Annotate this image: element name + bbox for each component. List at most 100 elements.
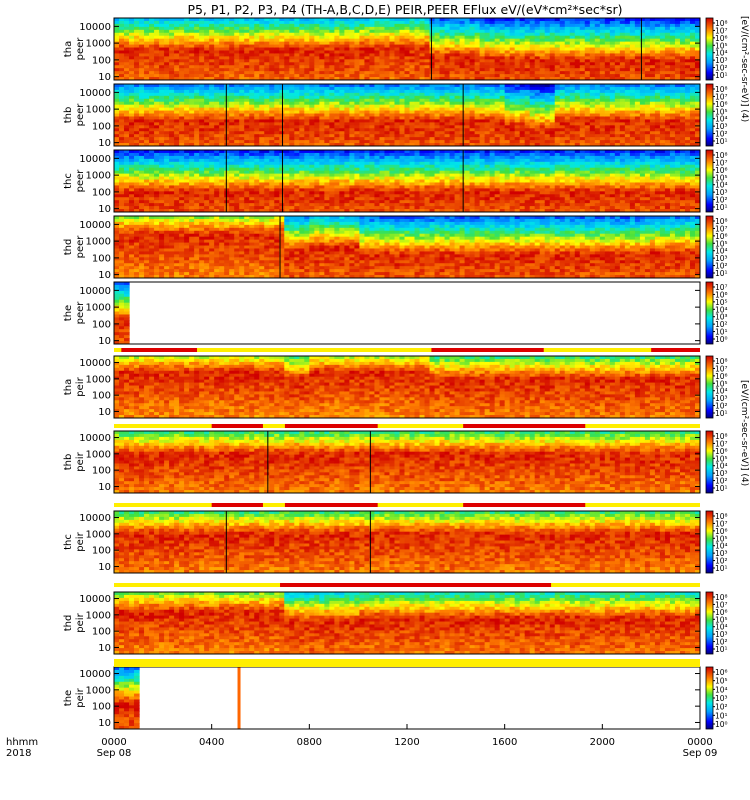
spectrogram-cell [179,116,185,121]
spectrogram-cell [384,68,391,72]
spectrogram-cell [689,44,696,49]
spectrogram-cell [244,32,250,37]
spectrogram-cell [454,23,461,28]
spectrogram-cell [234,143,240,146]
spectrogram-cell [274,23,280,28]
spectrogram-cell [619,116,626,121]
spectrogram-cell [439,32,446,37]
spectrogram-cell [184,50,190,55]
spectrogram-cell [409,119,416,123]
spectrogram-cell [459,20,466,25]
spectrogram-cell [649,26,656,31]
spectrogram-cell [544,59,551,63]
spectrogram-cell [619,35,626,40]
spectrogram-cell [339,104,345,109]
spectrogram-cell [124,86,130,91]
spectrogram-cell [674,50,681,55]
spectrogram-cell [419,47,426,52]
spectrogram-cell [224,116,230,121]
spectrogram-cell [334,68,340,72]
spectrogram-cell [374,38,381,43]
spectrogram-cell [224,35,230,40]
spectrogram-cell [239,26,245,31]
spectrogram-cell [409,89,416,94]
spectrogram-cell [144,71,150,75]
spectrogram-cell [479,32,486,37]
spectrogram-cell [189,84,195,88]
spectrogram-cell [619,23,626,28]
spectrogram-cell [144,50,150,55]
spectrogram-cell [114,32,120,37]
spectrogram-cell [164,35,170,40]
spectrogram-cell [249,29,255,34]
spectrogram-cell [609,137,616,141]
spectrogram-cell [454,113,461,118]
spectrogram-cell [689,143,696,146]
spectrogram-cell [354,101,361,106]
spectrogram-cell [514,29,521,34]
spectrogram-cell [174,35,180,40]
spectrogram-cell [619,56,626,60]
spectrogram-cell [424,44,431,49]
spectrogram-cell [609,62,616,66]
spectrogram-cell [314,59,320,63]
spectrogram-cell [569,137,576,141]
spectrogram-cell [164,65,170,69]
spectrogram-cell [229,89,235,94]
spectrogram-cell [609,50,616,55]
spectrogram-cell [679,116,686,121]
spectrogram-cell [369,62,376,66]
spectrogram-cell [154,38,160,43]
spectrogram-cell [669,125,676,129]
spectrogram-cell [409,137,416,141]
spectrogram-cell [329,84,335,88]
spectrogram-cell [139,107,145,112]
spectrogram-cell [694,104,700,109]
spectrogram-cell [464,119,471,123]
spectrogram-cell [554,140,561,144]
spectrogram-cell [659,113,666,118]
spectrogram-cell [344,23,350,28]
spectrogram-cell [569,35,576,40]
spectrogram-cell [154,89,160,94]
spectrogram-cell [299,32,305,37]
spectrogram-cell [539,77,546,80]
spectrogram-cell [669,18,676,22]
spectrogram-cell [539,125,546,129]
spectrogram-cell [359,131,366,135]
spectrogram-cell [364,131,371,135]
spectrogram-cell [594,35,601,40]
spectrogram-cell [664,18,671,22]
spectrogram-cell [259,104,265,109]
spectrogram-cell [124,77,130,80]
spectrogram-cell [274,122,280,126]
spectrogram-cell [234,84,240,88]
spectrogram-cell [484,101,491,106]
spectrogram-cell [559,71,566,75]
spectrogram-cell [274,84,280,88]
spectrogram-cell [354,74,361,78]
spectrogram-cell [199,110,205,115]
spectrogram-cell [509,56,516,60]
spectrogram-cell [409,134,416,138]
spectrogram-cell [444,95,451,100]
spectrogram-cell [209,56,215,60]
spectrogram-cell [349,62,356,66]
spectrogram-cell [509,86,516,91]
spectrogram-cell [439,65,446,69]
spectrogram-cell [474,59,481,63]
spectrogram-cell [304,71,310,75]
spectrogram-cell [144,44,150,49]
spectrogram-cell [664,53,671,57]
spectrogram-cell [634,95,641,100]
spectrogram-cell [249,137,255,141]
spectrogram-cell [579,92,586,97]
spectrogram-cell [289,84,295,88]
spectrogram-cell [369,32,376,37]
spectrogram-cell [169,131,175,135]
spectrogram-cell [264,71,270,75]
spectrogram-cell [379,125,386,129]
spectrogram-cell [349,125,356,129]
spectrogram-cell [414,29,421,34]
spectrogram-cell [639,134,646,138]
